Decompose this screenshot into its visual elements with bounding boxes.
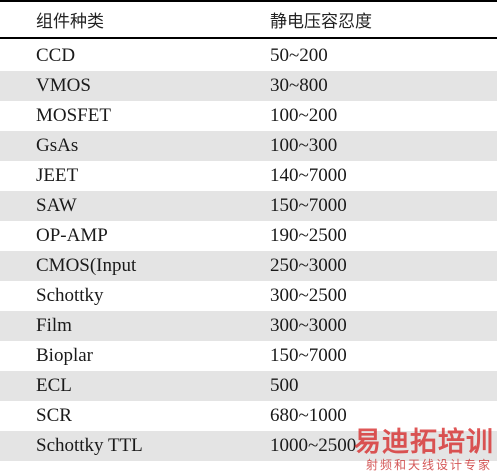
component-cell: Schottky TTL — [36, 435, 143, 456]
tolerance-cell: 50~200 — [270, 45, 328, 66]
component-cell: VMOS — [36, 75, 91, 96]
component-cell: SCR — [36, 405, 72, 426]
component-cell: OP-AMP — [36, 225, 108, 246]
component-cell: CMOS(Input — [36, 255, 137, 276]
tolerance-cell: 680~1000 — [270, 405, 347, 426]
tolerance-cell: 300~3000 — [270, 315, 347, 336]
component-cell: SAW — [36, 195, 77, 216]
component-cell: ECL — [36, 375, 72, 396]
component-cell: JEET — [36, 165, 79, 186]
component-cell: GsAs — [36, 135, 79, 156]
header-component-type: 组件种类 — [36, 12, 104, 32]
tolerance-cell: 100~200 — [270, 105, 338, 126]
table-row: ECL 500 — [0, 371, 497, 401]
table-row: VMOS 30~800 — [0, 71, 497, 101]
table-row: Schottky 300~2500 — [0, 281, 497, 311]
tolerance-cell: 150~7000 — [270, 195, 347, 216]
table-row: Film 300~3000 — [0, 311, 497, 341]
table-row: OP-AMP 190~2500 — [0, 221, 497, 251]
tolerance-cell: 1000~2500 — [270, 435, 357, 456]
component-cell: CCD — [36, 45, 76, 66]
component-cell: Film — [36, 315, 72, 336]
table-row: SCR 680~1000 — [0, 401, 497, 431]
table-header-row: 组件种类 静电压容忍度 — [0, 2, 497, 39]
table-row: SAW 150~7000 — [0, 191, 497, 221]
tolerance-cell: 300~2500 — [270, 285, 347, 306]
table-row: JEET 140~7000 — [0, 161, 497, 191]
header-esd-tolerance: 静电压容忍度 — [270, 12, 372, 32]
tolerance-cell: 140~7000 — [270, 165, 347, 186]
tolerance-cell: 100~300 — [270, 135, 338, 156]
component-cell: Schottky — [36, 285, 104, 306]
table-row: Bioplar 150~7000 — [0, 341, 497, 371]
table-row: CMOS(Input 250~3000 — [0, 251, 497, 281]
component-cell: MOSFET — [36, 105, 111, 126]
table-row: CCD 50~200 — [0, 41, 497, 71]
tolerance-cell: 500 — [270, 375, 299, 396]
table-row: MOSFET 100~200 — [0, 101, 497, 131]
tolerance-cell: 250~3000 — [270, 255, 347, 276]
tolerance-cell: 30~800 — [270, 75, 328, 96]
table-row: Schottky TTL 1000~2500 — [0, 431, 497, 461]
component-cell: Bioplar — [36, 345, 93, 366]
tolerance-cell: 190~2500 — [270, 225, 347, 246]
table-row: GsAs 100~300 — [0, 131, 497, 161]
tolerance-cell: 150~7000 — [270, 345, 347, 366]
